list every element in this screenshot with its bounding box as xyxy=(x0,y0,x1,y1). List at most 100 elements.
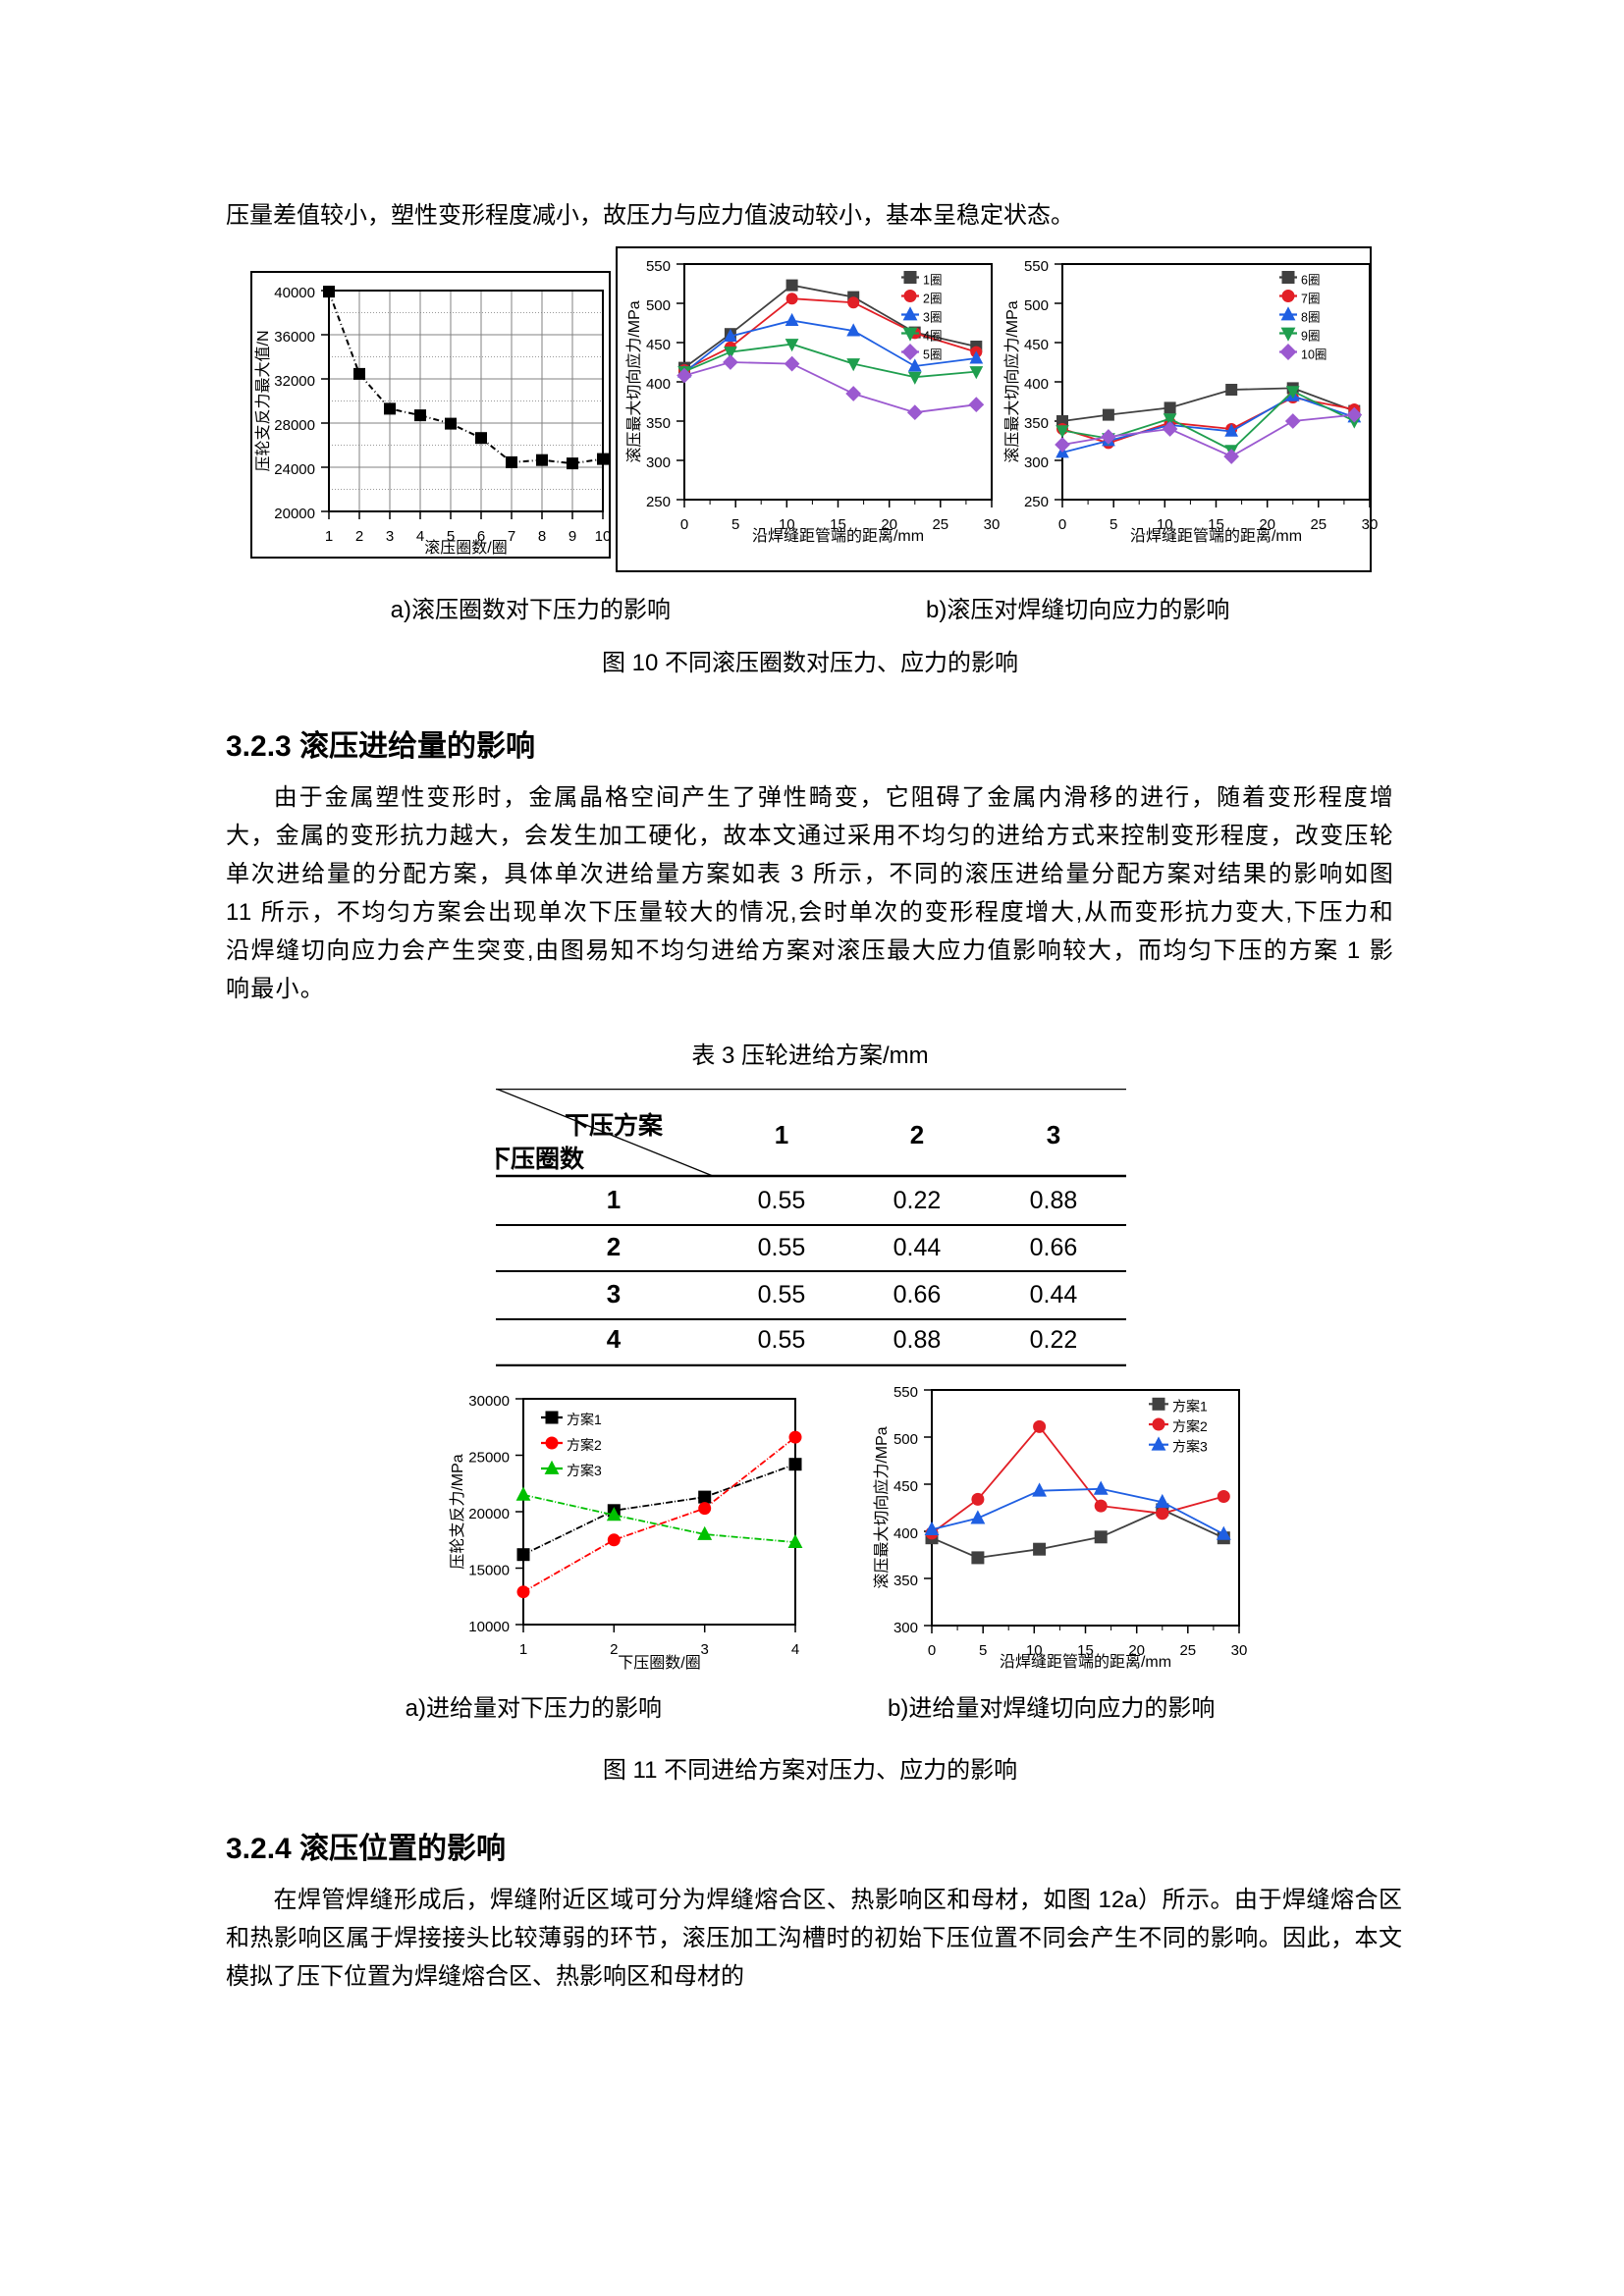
svg-text:300: 300 xyxy=(646,454,671,471)
svg-text:28000: 28000 xyxy=(274,417,315,434)
svg-text:32000: 32000 xyxy=(274,373,315,390)
svg-text:1: 1 xyxy=(325,528,333,545)
svg-text:450: 450 xyxy=(893,1478,918,1495)
svg-text:250: 250 xyxy=(646,494,671,510)
svg-text:方案1: 方案1 xyxy=(1172,1398,1208,1414)
svg-text:7: 7 xyxy=(508,528,515,545)
svg-text:25000: 25000 xyxy=(468,1450,510,1467)
svg-text:450: 450 xyxy=(646,337,671,353)
svg-text:4: 4 xyxy=(791,1641,799,1658)
svg-text:36000: 36000 xyxy=(274,329,315,346)
svg-text:0.44: 0.44 xyxy=(1030,1281,1078,1308)
svg-text:40000: 40000 xyxy=(274,285,315,301)
svg-text:0.66: 0.66 xyxy=(1030,1234,1078,1261)
svg-text:滚压最大切向应力/MPa: 滚压最大切向应力/MPa xyxy=(872,1426,891,1588)
svg-text:9圈: 9圈 xyxy=(1301,330,1320,344)
svg-text:350: 350 xyxy=(893,1573,918,1589)
svg-text:0: 0 xyxy=(928,1642,936,1659)
svg-text:压轮支反力最大值/N: 压轮支反力最大值/N xyxy=(254,330,272,471)
svg-text:0.55: 0.55 xyxy=(758,1187,806,1214)
svg-text:3: 3 xyxy=(701,1641,709,1658)
svg-text:30: 30 xyxy=(1362,516,1379,533)
svg-text:10000: 10000 xyxy=(468,1619,510,1635)
svg-text:2圈: 2圈 xyxy=(923,293,942,306)
svg-text:30000: 30000 xyxy=(468,1393,510,1410)
svg-text:350: 350 xyxy=(1024,415,1049,432)
svg-text:8圈: 8圈 xyxy=(1301,311,1320,325)
svg-text:2: 2 xyxy=(355,528,363,545)
svg-text:10圈: 10圈 xyxy=(1301,348,1326,362)
svg-text:下压方案: 下压方案 xyxy=(565,1111,664,1140)
svg-text:2: 2 xyxy=(607,1232,621,1261)
svg-text:0.66: 0.66 xyxy=(893,1281,942,1308)
svg-text:方案2: 方案2 xyxy=(1172,1418,1208,1434)
svg-text:30: 30 xyxy=(1231,1642,1248,1659)
svg-text:500: 500 xyxy=(646,297,671,314)
svg-text:5: 5 xyxy=(979,1642,987,1659)
svg-text:0.88: 0.88 xyxy=(893,1326,942,1354)
svg-text:5圈: 5圈 xyxy=(923,348,942,362)
svg-text:下压圈数/圈: 下压圈数/圈 xyxy=(618,1654,700,1672)
svg-text:250: 250 xyxy=(1024,494,1049,510)
svg-text:3: 3 xyxy=(1047,1120,1060,1149)
svg-text:0: 0 xyxy=(1058,516,1066,533)
svg-text:4圈: 4圈 xyxy=(923,330,942,344)
svg-text:滚压圈数/圈: 滚压圈数/圈 xyxy=(424,539,507,557)
svg-text:方案3: 方案3 xyxy=(567,1463,602,1478)
svg-text:0.44: 0.44 xyxy=(893,1234,942,1261)
svg-text:5: 5 xyxy=(1110,516,1117,533)
svg-text:0.22: 0.22 xyxy=(893,1187,942,1214)
svg-text:15000: 15000 xyxy=(468,1563,510,1579)
svg-text:550: 550 xyxy=(646,258,671,275)
svg-text:300: 300 xyxy=(1024,454,1049,471)
svg-text:500: 500 xyxy=(893,1431,918,1448)
svg-text:2: 2 xyxy=(610,1641,618,1658)
svg-text:25: 25 xyxy=(1310,516,1326,533)
svg-text:5: 5 xyxy=(731,516,739,533)
svg-text:压轮支反力/MPa: 压轮支反力/MPa xyxy=(449,1454,466,1569)
svg-text:0.88: 0.88 xyxy=(1030,1187,1078,1214)
svg-text:沿焊缝距管端的距离/mm: 沿焊缝距管端的距离/mm xyxy=(752,527,924,545)
svg-text:3圈: 3圈 xyxy=(923,311,942,325)
svg-text:400: 400 xyxy=(893,1525,918,1542)
svg-text:方案2: 方案2 xyxy=(567,1437,602,1453)
svg-text:1: 1 xyxy=(519,1641,527,1658)
svg-text:1圈: 1圈 xyxy=(923,274,942,288)
svg-text:0.55: 0.55 xyxy=(758,1281,806,1308)
svg-text:下压圈数: 下压圈数 xyxy=(496,1146,585,1173)
svg-text:滚压最大切向应力/MPa: 滚压最大切向应力/MPa xyxy=(1002,300,1021,462)
svg-text:25: 25 xyxy=(1179,1642,1196,1659)
svg-text:10: 10 xyxy=(595,528,612,545)
svg-text:1: 1 xyxy=(775,1120,788,1149)
svg-text:0.55: 0.55 xyxy=(758,1234,806,1261)
svg-text:滚压最大切向应力/MPa: 滚压最大切向应力/MPa xyxy=(624,300,643,462)
svg-text:1: 1 xyxy=(607,1185,621,1214)
svg-text:方案1: 方案1 xyxy=(567,1412,602,1427)
svg-text:20000: 20000 xyxy=(274,506,315,522)
svg-text:沿焊缝距管端的距离/mm: 沿焊缝距管端的距离/mm xyxy=(1130,527,1302,545)
svg-text:400: 400 xyxy=(646,376,671,393)
svg-text:4: 4 xyxy=(416,528,424,545)
svg-text:3: 3 xyxy=(607,1279,621,1308)
svg-text:24000: 24000 xyxy=(274,461,315,478)
svg-text:450: 450 xyxy=(1024,337,1049,353)
svg-text:0.22: 0.22 xyxy=(1030,1326,1078,1354)
svg-text:4: 4 xyxy=(607,1324,622,1354)
svg-text:550: 550 xyxy=(1024,258,1049,275)
svg-text:20000: 20000 xyxy=(468,1506,510,1522)
svg-text:500: 500 xyxy=(1024,297,1049,314)
svg-text:0.55: 0.55 xyxy=(758,1326,806,1354)
svg-text:0: 0 xyxy=(680,516,688,533)
svg-text:6圈: 6圈 xyxy=(1301,274,1320,288)
svg-text:7圈: 7圈 xyxy=(1301,293,1320,306)
svg-text:300: 300 xyxy=(893,1620,918,1636)
svg-text:沿焊缝距管端的距离/mm: 沿焊缝距管端的距离/mm xyxy=(1000,1653,1171,1671)
svg-text:25: 25 xyxy=(932,516,948,533)
svg-text:9: 9 xyxy=(568,528,576,545)
svg-text:30: 30 xyxy=(984,516,1001,533)
svg-text:400: 400 xyxy=(1024,376,1049,393)
svg-text:8: 8 xyxy=(538,528,546,545)
svg-text:550: 550 xyxy=(893,1384,918,1401)
svg-text:2: 2 xyxy=(910,1120,924,1149)
svg-text:3: 3 xyxy=(386,528,394,545)
